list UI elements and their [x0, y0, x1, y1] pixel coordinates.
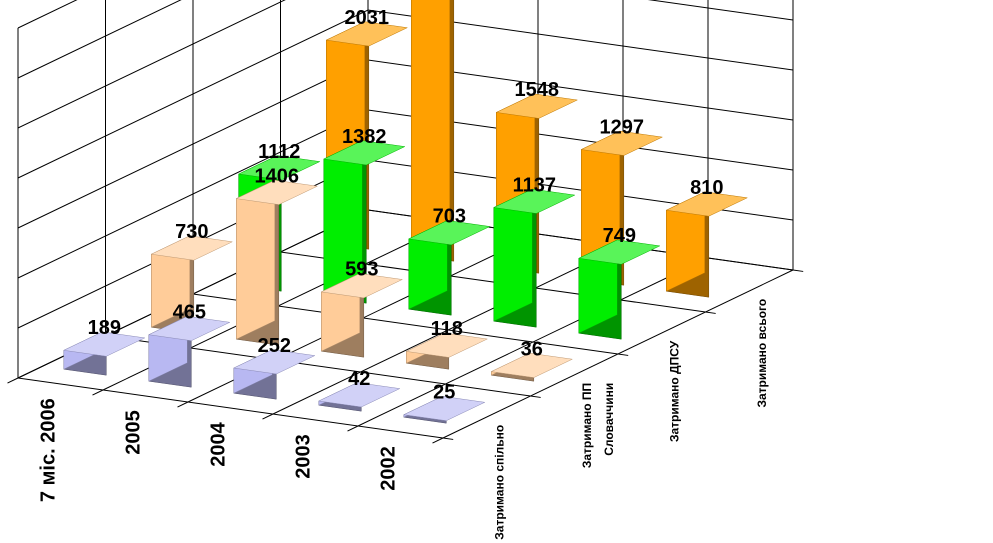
axis-tick: [7, 377, 19, 384]
gridline-horizontal: [17, 0, 794, 129]
bar: [402, 395, 486, 424]
bar-top-face: [237, 155, 321, 181]
floor-gridline: [17, 377, 444, 439]
axis-tick: [442, 437, 454, 440]
floor-gridline: [272, 245, 624, 415]
bar: [405, 332, 489, 370]
series-label: Затримано спільно: [493, 425, 507, 540]
floor-gridline: [357, 257, 709, 427]
bar-top-face: [150, 235, 234, 261]
data-label: 1297: [600, 116, 645, 138]
data-label: 1382: [342, 126, 387, 148]
data-label: 810: [690, 177, 723, 199]
data-label: 1548: [515, 79, 560, 101]
series-label: Затримано ПП Словаччини: [580, 383, 616, 468]
data-label: 25: [433, 382, 455, 404]
data-label: 252: [258, 335, 291, 357]
bar-top-face: [580, 130, 664, 156]
chart-labels: 2031325315481297810111213827031137749730…: [37, 7, 769, 540]
category-label: 2002: [377, 446, 399, 491]
axis-tick: [617, 353, 629, 356]
series-label-line: Затримано ПП: [580, 383, 594, 468]
data-label: 189: [88, 317, 121, 339]
axis-tick: [92, 389, 104, 396]
data-label: 593: [345, 259, 378, 281]
axis-tick: [530, 395, 541, 398]
axis-tick: [347, 425, 359, 432]
bar-top-face: [665, 191, 749, 217]
bar-top-face: [490, 352, 574, 378]
bar-top-face: [320, 273, 404, 299]
bar: [232, 349, 316, 400]
data-label: 1406: [255, 165, 300, 187]
data-label: 703: [433, 206, 466, 228]
bar: [577, 239, 661, 340]
bar-top-face: [492, 188, 576, 214]
bar: [147, 315, 231, 388]
gridline-horizontal: [17, 59, 794, 229]
data-label: 749: [603, 225, 636, 247]
axis-tick: [705, 311, 716, 314]
bar-top-face: [235, 179, 319, 205]
bar: [317, 382, 401, 412]
gridline-horizontal: [17, 9, 794, 179]
data-label: 36: [521, 338, 543, 360]
bar-top-face: [495, 93, 579, 119]
category-label: 2005: [122, 410, 144, 455]
axis-tick: [177, 401, 189, 408]
bar-top-face: [405, 332, 489, 358]
bar-top-face: [232, 349, 316, 375]
gridline-horizontal: [17, 0, 182, 79]
data-label: 730: [175, 221, 208, 243]
category-label: 2003: [292, 434, 314, 479]
category-label: 7 міс. 2006: [37, 398, 59, 502]
bar-top-face: [147, 316, 231, 341]
series-label: Затримано ДПСУ: [668, 340, 682, 442]
bar: [411, 0, 455, 262]
bar-top-face: [62, 331, 146, 357]
bar: [492, 188, 576, 328]
data-label: 1112: [258, 141, 300, 163]
bar-top-face: [317, 382, 401, 408]
series-label-text: Затримано спільно: [493, 425, 507, 540]
data-label: 1137: [513, 174, 556, 196]
bar-side-face: [236, 179, 276, 340]
bar: [665, 191, 749, 298]
category-label: 2004: [207, 421, 229, 466]
series-label-text: Затримано ДПСУ: [668, 340, 682, 442]
bar-top-face: [402, 396, 486, 421]
data-label: 42: [348, 368, 370, 390]
bar: [62, 331, 146, 376]
bar-top-face: [325, 21, 409, 47]
axis-tick: [792, 269, 804, 272]
chart-bars: [62, 0, 749, 424]
data-label: 118: [431, 318, 463, 340]
series-label: Затримано всього: [755, 299, 769, 408]
bar: [322, 140, 406, 304]
series-label-line: Словаччини: [602, 383, 616, 456]
bar-top-face: [322, 140, 406, 166]
bar-top-face: [577, 239, 661, 265]
axis-tick: [432, 437, 444, 444]
series-label-text: Затримано всього: [755, 299, 769, 408]
bar: [407, 220, 491, 316]
bar: [150, 235, 234, 334]
bar-top-face: [407, 220, 491, 246]
bar: [235, 179, 319, 346]
data-label: 2031: [345, 7, 390, 29]
data-label: 465: [173, 302, 206, 324]
gridline-horizontal: [17, 0, 78, 29]
axis-tick: [262, 413, 274, 420]
bar: [490, 352, 574, 382]
bar: [320, 273, 404, 358]
